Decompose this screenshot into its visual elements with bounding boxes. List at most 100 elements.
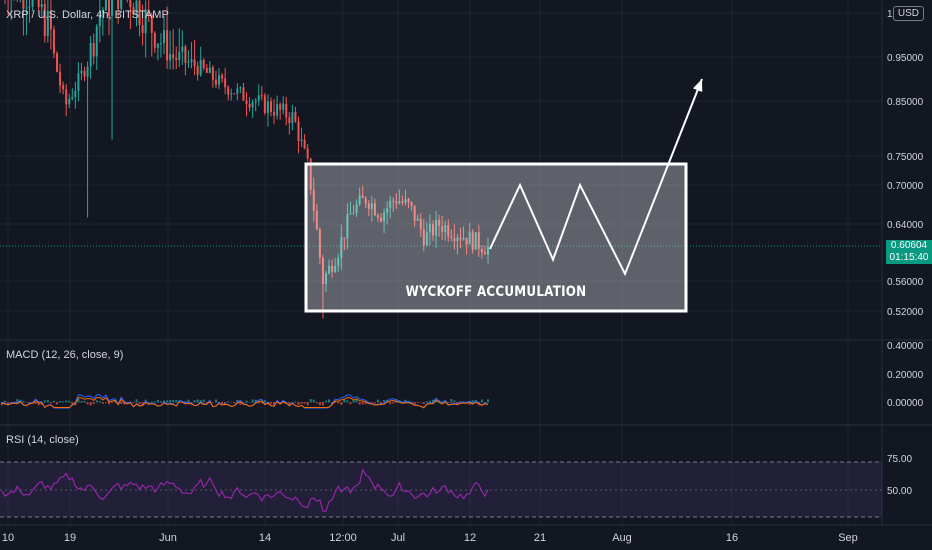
macd-histogram-bar (459, 401, 462, 403)
candle-body (386, 208, 389, 213)
candle-body (291, 112, 294, 124)
macd-histogram-bar (325, 400, 327, 403)
macd-histogram-bar (273, 402, 276, 405)
candle-body (129, 0, 132, 8)
candle-body (380, 217, 383, 222)
macd-histogram-bar (37, 402, 40, 406)
macd-tick: 0.40000 (887, 341, 924, 352)
macd-histogram-bar (65, 400, 68, 403)
candle-body (477, 232, 480, 249)
candle-body (190, 59, 193, 62)
macd-histogram-bar (431, 399, 434, 403)
grid-lines (0, 0, 882, 525)
macd-histogram-bar (312, 399, 315, 403)
candle-body (263, 95, 266, 113)
candle-body (163, 30, 165, 44)
macd-histogram-bar (147, 401, 150, 403)
macd-series (1, 393, 489, 409)
candle-body (166, 30, 169, 61)
candle-body (224, 78, 227, 88)
candle-body (266, 101, 269, 113)
candle-body (202, 60, 205, 68)
candle-body (120, 0, 123, 9)
macd-histogram-bar (453, 400, 456, 403)
candle-body (25, 7, 28, 9)
macd-histogram-bar (248, 401, 251, 403)
countdown-label: 01:15:40 (886, 252, 932, 264)
macd-histogram-bar (83, 400, 86, 403)
candle-body (156, 43, 159, 48)
candle-body (282, 103, 285, 110)
macd-histogram-bar (471, 400, 474, 403)
macd-histogram-bar (410, 401, 413, 403)
candle-body (425, 232, 428, 246)
macd-histogram-bar (111, 402, 114, 403)
macd-histogram-bar (487, 399, 489, 403)
macd-histogram-bar (257, 402, 260, 404)
macd-histogram-bar (16, 399, 19, 403)
candle-body (487, 247, 489, 255)
macd-histogram-bar (352, 399, 355, 403)
candle-body (62, 85, 65, 90)
macd-histogram-bar (300, 402, 303, 404)
macd-histogram-bar (138, 402, 141, 405)
candle-body (419, 218, 422, 230)
macd-histogram-bar (331, 402, 334, 405)
macd-histogram-bar (358, 402, 361, 405)
projection-arrowhead (692, 79, 703, 92)
candle-body (294, 112, 297, 122)
candle-body (431, 224, 434, 236)
candle-body (138, 0, 141, 26)
time-tick: 10 (2, 532, 14, 544)
time-tick: 19 (64, 532, 76, 544)
candle-body (450, 236, 453, 238)
candle-body (172, 54, 175, 59)
candle-body (444, 225, 447, 232)
candle-body (407, 199, 410, 203)
candle-body (153, 32, 156, 48)
macd-histogram-bar (132, 402, 135, 404)
time-tick: Aug (612, 532, 632, 544)
macd-histogram-bar (80, 400, 83, 403)
candle-body (144, 9, 147, 34)
currency-button[interactable]: USD (892, 6, 924, 21)
projection-path[interactable] (489, 78, 703, 277)
macd-histogram-bar (425, 401, 428, 403)
candle-body (77, 73, 80, 91)
candle-body (230, 93, 233, 95)
candle-body (349, 213, 352, 215)
macd-histogram-bar (62, 401, 65, 403)
candle-body (46, 10, 49, 37)
time-tick: 12 (464, 532, 476, 544)
macd-histogram-bar (233, 402, 236, 404)
macd-histogram-bar (153, 401, 156, 403)
candle-body (373, 203, 376, 216)
candle-body (221, 75, 224, 79)
candle-body (428, 224, 431, 233)
macd-histogram-bar (349, 402, 352, 405)
candle-body (175, 58, 178, 61)
candle-body (401, 201, 404, 203)
candle-body (456, 237, 459, 242)
candle-body (104, 0, 107, 11)
macd-histogram-bar (187, 399, 190, 403)
candle-body (37, 0, 40, 8)
candle-body (49, 10, 52, 30)
candle-body (80, 70, 83, 74)
rsi-title: RSI (14, close) (6, 434, 79, 446)
candle-body (395, 201, 398, 204)
candle-body (159, 43, 162, 45)
macd-histogram-bar (321, 402, 324, 406)
macd-histogram-bar (68, 400, 71, 403)
time-axis[interactable]: 10 19 Jun 14 12:00 Jul 12 21 Aug 16 Sep (2, 532, 858, 544)
macd-tick: 0.00000 (887, 398, 924, 409)
candle-body (28, 6, 31, 8)
macd-histogram-bar (251, 399, 254, 403)
macd-histogram-bar (101, 402, 104, 404)
candle-body (474, 232, 477, 250)
candle-body (74, 90, 77, 97)
macd-histogram-bar (196, 399, 199, 403)
candle-body (196, 66, 199, 75)
time-tick: 21 (534, 532, 546, 544)
